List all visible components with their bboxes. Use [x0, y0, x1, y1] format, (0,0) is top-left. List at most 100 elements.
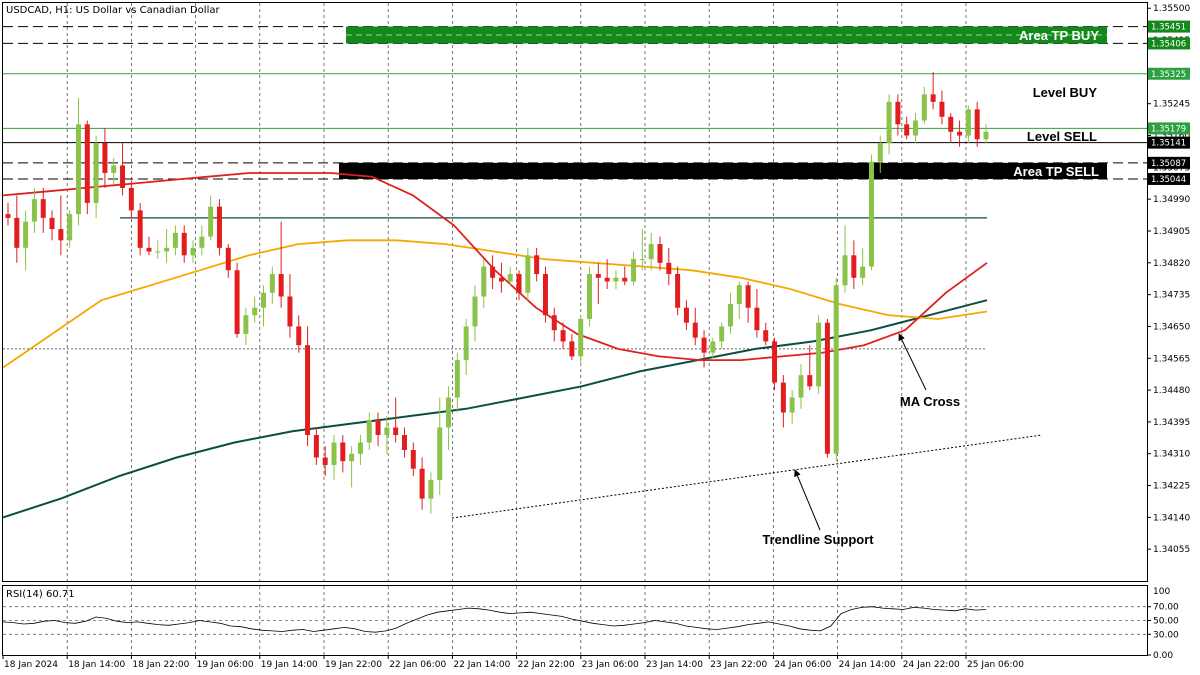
candle: [31, 187, 37, 233]
candle-body: [895, 101, 901, 125]
rsi-y-tick-label: 50.00: [1153, 617, 1179, 627]
candle-body: [807, 375, 813, 387]
candle: [604, 259, 610, 290]
candle: [269, 266, 275, 304]
candle: [860, 247, 866, 286]
candle: [155, 240, 161, 260]
y-tick-label: 1.34990: [1153, 195, 1190, 205]
candle: [789, 390, 795, 424]
candle: [102, 128, 108, 188]
y-tick-label: 1.34820: [1153, 259, 1190, 269]
candle: [763, 322, 769, 346]
y-tick-label: 1.34735: [1153, 291, 1190, 301]
candle: [569, 333, 575, 361]
candle: [313, 427, 319, 465]
candle: [428, 472, 434, 514]
candle: [75, 98, 81, 226]
candle-body: [516, 274, 522, 293]
candle-body: [595, 274, 601, 278]
candle-body: [727, 303, 733, 327]
candle-body: [622, 277, 628, 282]
candle-body: [736, 285, 742, 304]
candle-body: [472, 296, 478, 327]
x-tick-label: 22 Jan 06:00: [389, 660, 446, 670]
candle: [419, 457, 425, 510]
candle-body: [137, 210, 143, 248]
candle-body: [639, 259, 645, 261]
candle-body: [5, 214, 11, 218]
candle-body: [313, 435, 319, 458]
candle: [498, 262, 504, 293]
x-tick-label: 25 Jan 06:00: [967, 660, 1024, 670]
area-tp-sell-label: Area TP SELL: [1013, 164, 1099, 179]
candle: [40, 187, 46, 233]
candle-body: [216, 206, 222, 248]
candle-body: [560, 330, 566, 342]
x-tick-label: 24 Jan 14:00: [839, 660, 896, 670]
ma-dark-line: [2, 299, 988, 519]
candle-body: [683, 307, 689, 323]
x-tick-label: 24 Jan 06:00: [774, 660, 831, 670]
x-tick-label: 23 Jan 22:00: [710, 660, 767, 670]
candle: [331, 435, 337, 480]
candle-body: [375, 420, 381, 436]
candle-body: [287, 296, 293, 327]
candle: [120, 143, 126, 196]
candle-body: [675, 274, 681, 308]
candle: [886, 94, 892, 155]
candle-body: [657, 244, 663, 263]
x-tick-label: 23 Jan 14:00: [646, 660, 703, 670]
candle: [587, 266, 593, 327]
candle-body: [754, 307, 760, 331]
candle: [128, 180, 134, 218]
ma-orange-line: [2, 239, 988, 369]
candle: [807, 345, 813, 391]
rsi-y-tick-label: 0.00: [1153, 651, 1173, 661]
candle: [578, 315, 584, 364]
tag-current-price-bg: [1148, 136, 1190, 149]
ma-cross-label: MA Cross: [900, 394, 960, 409]
candle: [84, 120, 90, 215]
candle: [957, 120, 963, 147]
candle: [93, 135, 99, 218]
y-tick-label: 1.35245: [1153, 100, 1190, 110]
x-tick-label: 18 Jan 22:00: [132, 660, 189, 670]
candle: [983, 124, 989, 144]
candle-body: [604, 277, 610, 282]
candle-body: [701, 337, 707, 353]
candle: [278, 221, 284, 308]
candle-body: [904, 124, 910, 136]
candle: [199, 225, 205, 256]
candle: [357, 435, 363, 465]
y-tick-label: 1.34480: [1153, 386, 1190, 396]
candle-body: [763, 330, 769, 342]
candle: [243, 307, 249, 346]
candle: [375, 412, 381, 447]
tag-level-sell-bg: [1148, 122, 1190, 135]
x-tick-label: 19 Jan 06:00: [197, 660, 254, 670]
candle: [14, 195, 20, 263]
y-tick-label: 1.34055: [1153, 545, 1190, 555]
candle: [631, 251, 637, 286]
candle: [551, 307, 557, 342]
candle: [340, 435, 346, 473]
candle: [507, 266, 513, 286]
candle: [842, 225, 848, 293]
candle-body: [772, 341, 778, 383]
candle-body: [31, 199, 37, 222]
candle-body: [393, 427, 399, 436]
candle-body: [534, 255, 540, 275]
candle: [675, 266, 681, 316]
candle: [181, 225, 187, 263]
tag-level-buy: 1.35325: [1151, 70, 1186, 80]
candle: [287, 274, 293, 338]
candle-body: [930, 94, 936, 102]
candle-body: [780, 382, 786, 413]
y-tick-label: 1.34225: [1153, 482, 1190, 492]
candle-body: [490, 266, 496, 278]
candle: [736, 281, 742, 319]
candle-body: [252, 307, 258, 316]
candle: [939, 90, 945, 125]
candle: [780, 375, 786, 428]
candle: [904, 116, 910, 140]
